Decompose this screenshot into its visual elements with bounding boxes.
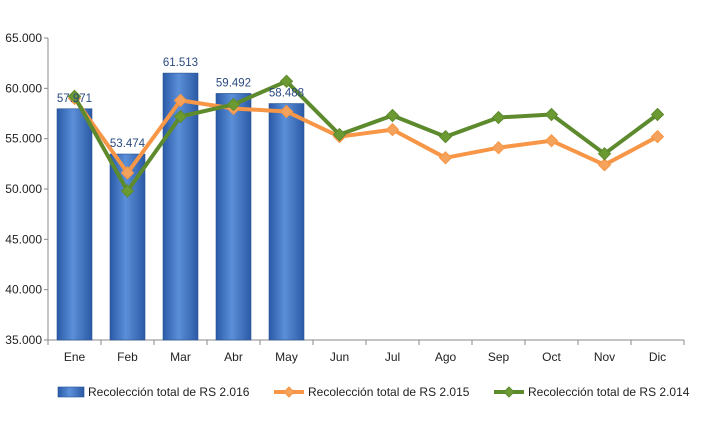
bar-data-label: 59.492 [216, 77, 251, 89]
y-tick-label: 55.000 [5, 132, 42, 146]
legend-marker [283, 386, 295, 398]
legend-swatch [57, 386, 85, 398]
bar-data-label: 58.488 [269, 88, 304, 100]
series-line-2 [72, 97, 659, 175]
x-tick-label: Ago [435, 350, 457, 364]
x-tick-label: Oct [542, 350, 561, 364]
y-tick-label: 50.000 [5, 182, 42, 196]
series-point-3 [173, 109, 188, 124]
series-point-2 [385, 122, 400, 137]
series-point-3 [279, 74, 294, 88]
y-tick-label: 60.000 [5, 81, 42, 95]
x-tick-label: Feb [117, 350, 138, 364]
bar [215, 93, 252, 341]
y-tick-label: 65.000 [5, 31, 42, 45]
series-point-2 [597, 158, 612, 172]
axes: 35.000 40.000 45.000 50.000 55.000 60.000 65.0… [5, 31, 685, 364]
series-point-2 [173, 93, 188, 108]
x-tick-label: May [275, 350, 298, 364]
series-point-3 [385, 108, 400, 123]
x-tick-label: Jun [330, 350, 349, 364]
series-point-3 [226, 97, 241, 112]
y-tick-label: 45.000 [5, 232, 42, 246]
bar-data-label: 57.971 [57, 93, 92, 105]
bar-data-label: 53.474 [110, 138, 146, 150]
series-point-3 [650, 107, 665, 122]
x-tick-label: Sep [488, 350, 510, 364]
line-series [67, 74, 665, 198]
x-tick-label: Jul [385, 350, 400, 364]
x-tick-label: Dic [649, 350, 666, 364]
x-tick-label: Abr [224, 350, 243, 364]
legend-label: Recolección total de RS 2.016 [88, 385, 250, 399]
y-tick-label: 40.000 [5, 283, 42, 297]
series-point-3 [120, 184, 135, 198]
series-point-3 [491, 110, 506, 125]
legend: Recolección total de RS 2.016 Recolección… [57, 385, 690, 399]
series-point-3 [67, 89, 82, 104]
series-point-2 [120, 166, 135, 180]
bar [109, 153, 146, 341]
y-tick-label: 35.000 [5, 333, 42, 347]
series-point-2 [491, 141, 506, 155]
bar [56, 108, 93, 341]
data-labels: 57.971 53.474 61.513 59.492 58.488 [57, 57, 304, 150]
series-point-3 [544, 107, 559, 122]
legend-marker [503, 386, 515, 398]
series-point-2 [438, 151, 453, 165]
x-tick-label: Nov [594, 350, 615, 364]
series-point-3 [332, 127, 347, 142]
series-point-2 [650, 129, 665, 144]
series-line-3 [72, 79, 659, 193]
series-point-2 [279, 104, 294, 119]
bar-series [56, 72, 305, 341]
bar-data-label: 61.513 [163, 57, 198, 69]
x-tick-label: Mar [170, 350, 191, 364]
series-point-3 [438, 129, 453, 144]
series-point-2 [544, 133, 559, 148]
series-point-3 [597, 147, 612, 161]
legend-label: Recolección total de RS 2.014 [528, 385, 690, 399]
bar [268, 103, 305, 341]
x-tick-label: Ene [64, 350, 86, 364]
legend-label: Recolección total de RS 2.015 [308, 385, 470, 399]
